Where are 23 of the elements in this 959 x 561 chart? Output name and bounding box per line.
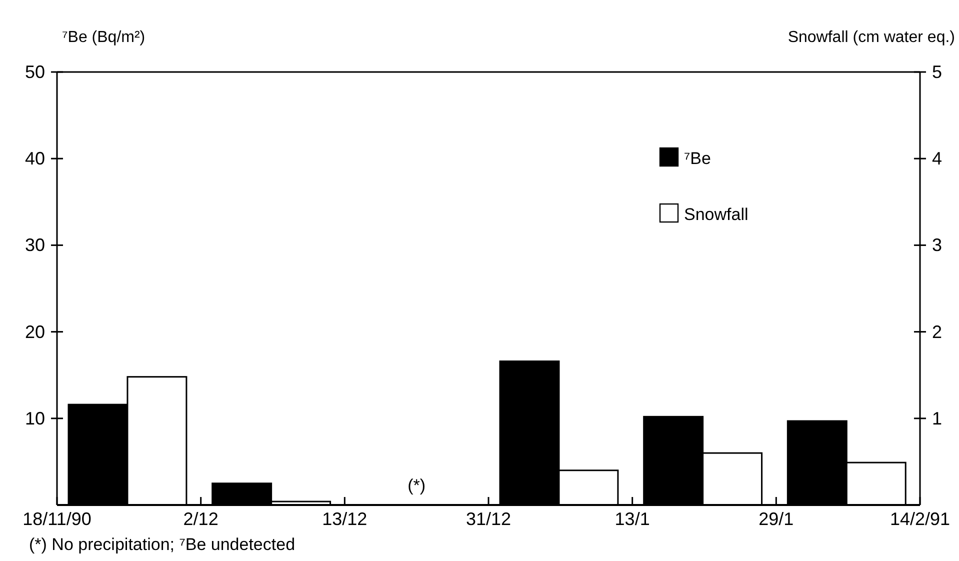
y-tick-label: 40 (24, 148, 45, 169)
legend-label: ⁷Be (684, 149, 711, 168)
text: 13/1 (614, 509, 650, 529)
annotation: (*) (408, 476, 426, 495)
text: 13/12 (322, 509, 368, 529)
y2-tick-label: 5 (932, 62, 942, 82)
text: 14/2/91 (890, 509, 950, 529)
y-tick-label: 10 (24, 408, 45, 428)
y-tick-label: 20 (24, 322, 45, 342)
y-axis-title: ⁷Be (Bq/m²) (62, 29, 146, 46)
y-tick-label: 30 (24, 235, 45, 256)
y2-tick-label: 4 (932, 148, 942, 169)
y2-axis-title: Snowfall (cm water eq.) (788, 29, 955, 46)
legend-label: Snowfall (684, 205, 748, 224)
y2-tick-label: 2 (932, 322, 942, 342)
y2-tick-label: 1 (932, 408, 942, 428)
text: (*) No precipitation; ⁷Be undetected (29, 535, 296, 554)
y-tick-label: 50 (24, 62, 45, 82)
text: 31/12 (466, 509, 512, 529)
text: 29/1 (758, 509, 794, 529)
y2-tick-label: 3 (932, 235, 942, 256)
text: 2/12 (183, 509, 218, 529)
text: 18/11/90 (22, 509, 92, 529)
